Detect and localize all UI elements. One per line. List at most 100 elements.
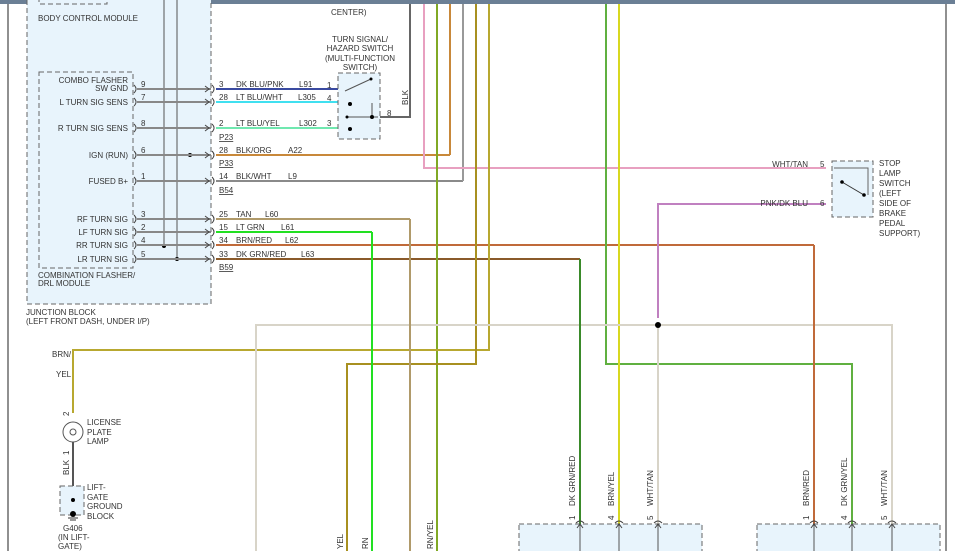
label: L61 xyxy=(281,223,295,232)
stop-lamp-switch: 5 6 WHT/TAN PNK/DK BLU STOPLAMPSWITCH(LE… xyxy=(760,159,920,238)
label: (LEFT xyxy=(879,189,901,198)
label: 15 xyxy=(219,223,228,232)
label: 28 xyxy=(219,146,228,155)
flasher-pin-row: R TURN SIG SENS 8 2 LT BLU/YEL L302 xyxy=(58,119,338,133)
svg-text:5: 5 xyxy=(820,160,825,169)
svg-text:8: 8 xyxy=(387,109,392,118)
label: 1 xyxy=(802,515,811,520)
flasher-pin-row: IGN (RUN) 6 28 BLK/ORG A22 xyxy=(89,146,450,160)
label: A22 xyxy=(288,146,303,155)
cut-label: YEL xyxy=(336,533,345,549)
brn-yel-wire-2 xyxy=(346,4,477,551)
brn-yel-wire xyxy=(72,4,490,413)
svg-text:2: 2 xyxy=(62,411,71,416)
label: RF TURN SIG xyxy=(77,215,128,224)
svg-text:PLATE: PLATE xyxy=(87,428,112,437)
label: 14 xyxy=(219,172,228,181)
label: DK GRN/YEL xyxy=(840,457,849,506)
label: 9 xyxy=(141,80,146,89)
combination-flasher-box xyxy=(38,71,134,269)
label: BRN/YEL xyxy=(607,471,616,506)
label: 1 xyxy=(141,172,146,181)
label: TAN xyxy=(236,210,252,219)
label: LT BLU/YEL xyxy=(236,119,280,128)
label: 2 xyxy=(219,119,224,128)
cut-label: RN xyxy=(361,537,370,549)
connector-id: B54 xyxy=(219,186,234,195)
combo-flasher-label: DRL MODULE xyxy=(38,279,90,288)
combo-flasher-label: COMBINATION FLASHER/ xyxy=(38,271,136,280)
license-plate-lamp: LICENSE PLATE LAMP BRN/ YEL 2 1 BLK xyxy=(52,350,121,475)
label: 7 xyxy=(141,93,146,102)
label: DK BLU/PNK xyxy=(236,80,284,89)
svg-text:1: 1 xyxy=(62,450,71,455)
label: BLK/ORG xyxy=(236,146,272,155)
label: 3 xyxy=(141,210,146,219)
junction-block xyxy=(26,0,212,305)
label: 8 xyxy=(141,119,146,128)
svg-text:6: 6 xyxy=(820,199,825,208)
label: 4 xyxy=(141,236,146,245)
flasher-pin-row: L TURN SIG SENS 7 28 LT BLU/WHT L305 xyxy=(60,93,338,107)
splice xyxy=(655,322,661,328)
svg-text:TURN SIGNAL/: TURN SIGNAL/ xyxy=(332,35,389,44)
label: SWITCH xyxy=(879,179,911,188)
body-control-module-label: BODY CONTROL MODULE xyxy=(38,14,138,23)
ground-block: LIFT- GATE GROUND BLOCK G406 (IN LIFT- G… xyxy=(58,483,123,551)
label: 6 xyxy=(141,146,146,155)
flasher-pin-row: RF TURN SIG 3 25 TAN L60 xyxy=(77,210,410,224)
svg-text:LIFT-: LIFT- xyxy=(87,483,106,492)
svg-text:BRN/: BRN/ xyxy=(52,350,72,359)
label: 4 xyxy=(607,515,616,520)
label: LF TURN SIG xyxy=(78,228,128,237)
label: L305 xyxy=(298,93,316,102)
svg-text:PNK/DK BLU: PNK/DK BLU xyxy=(760,199,808,208)
label: COMBO FLASHER xyxy=(59,76,129,85)
label: BRN/RED xyxy=(236,236,272,245)
svg-text:WHT/TAN: WHT/TAN xyxy=(772,160,808,169)
svg-text:HAZARD SWITCH: HAZARD SWITCH xyxy=(327,44,394,53)
label: 28 xyxy=(219,93,228,102)
label: SIDE OF xyxy=(879,199,911,208)
label: WHT/TAN xyxy=(646,470,655,506)
svg-text:(IN LIFT-: (IN LIFT- xyxy=(58,533,90,542)
bottom-pins: 1 DK GRN/RED 4 BRN/YEL 5 WHT/TAN 1 BRN/RED 4 DK G… xyxy=(568,456,897,551)
blk-wire xyxy=(380,4,411,118)
label: STOP xyxy=(879,159,901,168)
label: 33 xyxy=(219,250,228,259)
label: RR TURN SIG xyxy=(76,241,128,250)
label: 5 xyxy=(646,515,655,520)
svg-text:GROUND: GROUND xyxy=(87,502,123,511)
label: DK GRN/RED xyxy=(236,250,286,259)
message-center-label: CENTER) xyxy=(331,8,367,17)
svg-text:4: 4 xyxy=(327,94,332,103)
svg-text:LICENSE: LICENSE xyxy=(87,418,121,427)
label: WHT/TAN xyxy=(880,470,889,506)
flasher-pin-row: LF TURN SIG 2 15 LT GRN L61 xyxy=(78,223,372,237)
label: L TURN SIG SENS xyxy=(60,98,128,107)
dk-grn-yel-wire xyxy=(605,4,853,524)
label: 25 xyxy=(219,210,228,219)
cut-label: RN/YEL xyxy=(426,520,435,549)
label: DK GRN/RED xyxy=(568,456,577,506)
svg-text:YEL: YEL xyxy=(56,370,72,379)
connector-id: B59 xyxy=(219,263,234,272)
label: SUPPORT) xyxy=(879,229,921,238)
label: 3 xyxy=(219,80,224,89)
flasher-pin-row: LR TURN SIG 5 33 DK GRN/RED L63 xyxy=(77,250,580,264)
svg-text:SWITCH): SWITCH) xyxy=(343,63,378,72)
label: LAMP xyxy=(879,169,901,178)
flasher-pin-row: RR TURN SIG 4 34 BRN/RED L62 xyxy=(76,236,814,250)
label: 5 xyxy=(141,250,146,259)
label: PEDAL xyxy=(879,219,906,228)
pnk-dk-blu-wire xyxy=(657,203,826,318)
junction-block-label: (LEFT FRONT DASH, UNDER I/P) xyxy=(26,317,150,326)
label: 4 xyxy=(840,515,849,520)
label: FUSED B+ xyxy=(89,177,129,186)
svg-text:1: 1 xyxy=(327,81,332,90)
svg-text:GATE): GATE) xyxy=(58,542,82,551)
svg-text:BLOCK: BLOCK xyxy=(87,512,115,521)
label: 1 xyxy=(568,515,577,520)
